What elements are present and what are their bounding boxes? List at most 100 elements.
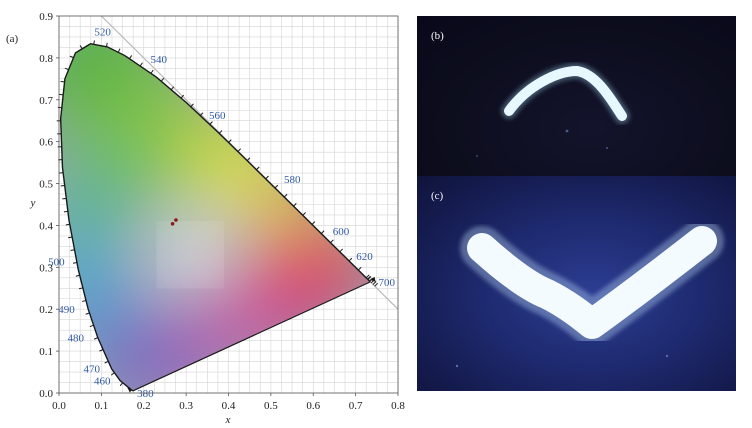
- locus-tick: [199, 112, 204, 116]
- speck: [665, 354, 669, 358]
- wavelength-label-490: 490: [58, 304, 75, 316]
- wavelength-label-620: 620: [356, 251, 373, 263]
- locus-tick: [367, 276, 372, 280]
- locus-tick: [117, 48, 121, 53]
- x-tick-label: 0.2: [137, 400, 151, 412]
- wavelength-label-600: 600: [333, 226, 350, 238]
- locus-tick: [150, 69, 154, 74]
- locus-tick: [119, 382, 124, 387]
- locus-tick: [89, 324, 94, 328]
- locus-tick: [170, 86, 175, 91]
- photo-panel-b: (b): [417, 16, 736, 176]
- locus-tick: [293, 203, 297, 207]
- gamut-color-fill: [60, 43, 371, 391]
- locus-tick: [81, 299, 87, 302]
- y-tick-label: 0.3: [39, 262, 53, 274]
- wavelength-label-500: 500: [48, 256, 65, 268]
- x-tick-label: 0.3: [179, 400, 193, 412]
- x-tick-label: 0.8: [391, 400, 405, 412]
- x-axis-label: x: [225, 414, 231, 426]
- locus-tick: [256, 166, 260, 171]
- locus-tick: [69, 55, 74, 59]
- x-tick-label: 0.5: [264, 400, 278, 412]
- locus-end-marker: [126, 386, 132, 393]
- wavelength-label-560: 560: [209, 110, 226, 122]
- locus-tick: [365, 274, 370, 279]
- y-tick-label: 0.2: [39, 304, 53, 316]
- v-sample-photo: [455, 219, 724, 368]
- locus-tick: [65, 223, 70, 226]
- fill-blob: [60, 149, 144, 235]
- locus-tick: [110, 372, 115, 376]
- panel-c-label: (c): [431, 190, 444, 202]
- locus-tick: [348, 257, 353, 262]
- locus-tick: [209, 121, 213, 125]
- locus-tick: [311, 221, 316, 225]
- wavelength-label-520: 520: [94, 27, 111, 39]
- v-sample-body: [467, 226, 717, 339]
- locus-tick: [75, 274, 80, 277]
- locus-tick: [105, 42, 108, 47]
- locus-tick: [93, 337, 98, 340]
- y-tick-label: 0.0: [39, 388, 53, 400]
- locus-end-marker: [369, 276, 376, 282]
- locus-tick: [160, 77, 165, 82]
- data-point: [170, 221, 175, 226]
- locus-tick: [139, 62, 143, 67]
- locus-tick-marks: [56, 40, 379, 393]
- wavelength-label-380: 380: [137, 388, 154, 400]
- data-points: [170, 218, 178, 226]
- arc-sample-photo: [476, 62, 630, 157]
- x-tick-label: 0.7: [349, 400, 363, 412]
- wavelength-label-480: 480: [68, 332, 85, 344]
- panel-b-label: (b): [431, 30, 444, 42]
- locus-tick: [374, 282, 379, 287]
- locus-tick: [357, 266, 362, 271]
- panel-a-label: (a): [6, 33, 19, 45]
- locus-tick: [79, 45, 83, 50]
- arc-sample-body: [504, 65, 627, 121]
- locus-tick: [68, 236, 73, 239]
- axis-tick-labels: 0.0 0.1 0.2 0.3 0.4 0.5 0.6 0.7 0.8 0.0 0.1 0.2 0.3 0…: [39, 11, 405, 412]
- locus-tick: [283, 193, 288, 198]
- locus-tick: [274, 184, 279, 189]
- locus-tick: [78, 287, 83, 290]
- locus-tick: [190, 103, 194, 108]
- speck: [565, 129, 569, 133]
- axes: [56, 15, 399, 396]
- fill-blob: [60, 250, 119, 310]
- locus-tick: [265, 175, 269, 180]
- wavelength-label-460: 460: [94, 375, 111, 387]
- y-tick-label: 0.5: [39, 179, 53, 191]
- locus-tick: [237, 148, 241, 152]
- locus-tick: [302, 212, 306, 216]
- locus-tick: [330, 239, 334, 244]
- locus-tick: [70, 249, 75, 251]
- locus-tick: [85, 312, 90, 315]
- y-tick-label: 0.1: [39, 346, 53, 358]
- wavelength-label-540: 540: [150, 54, 167, 66]
- locus-tick: [228, 139, 232, 143]
- wavelength-label-470: 470: [84, 364, 101, 376]
- speck: [605, 146, 609, 150]
- locus-tick: [64, 67, 69, 71]
- cie-chromaticity-chart: 380460470480490500520540560580600620700 …: [6, 11, 405, 426]
- locus-tick: [218, 130, 223, 134]
- y-tick-label: 0.7: [39, 95, 53, 107]
- x-tick-label: 0.4: [222, 400, 236, 412]
- locus-tick: [72, 262, 78, 264]
- locus-tick: [246, 157, 251, 161]
- x-tick-label: 0.0: [52, 400, 66, 412]
- locus-tick: [339, 248, 343, 253]
- locus-tick: [180, 94, 185, 99]
- y-tick-label: 0.4: [39, 220, 53, 232]
- locus-tick: [93, 40, 95, 45]
- white-point-glow: [166, 230, 215, 279]
- data-point: [174, 218, 178, 222]
- locus-tick: [372, 281, 377, 285]
- speck: [455, 364, 459, 368]
- locus-tick: [99, 349, 104, 352]
- y-tick-label: 0.8: [39, 53, 53, 65]
- locus-tick: [104, 360, 109, 364]
